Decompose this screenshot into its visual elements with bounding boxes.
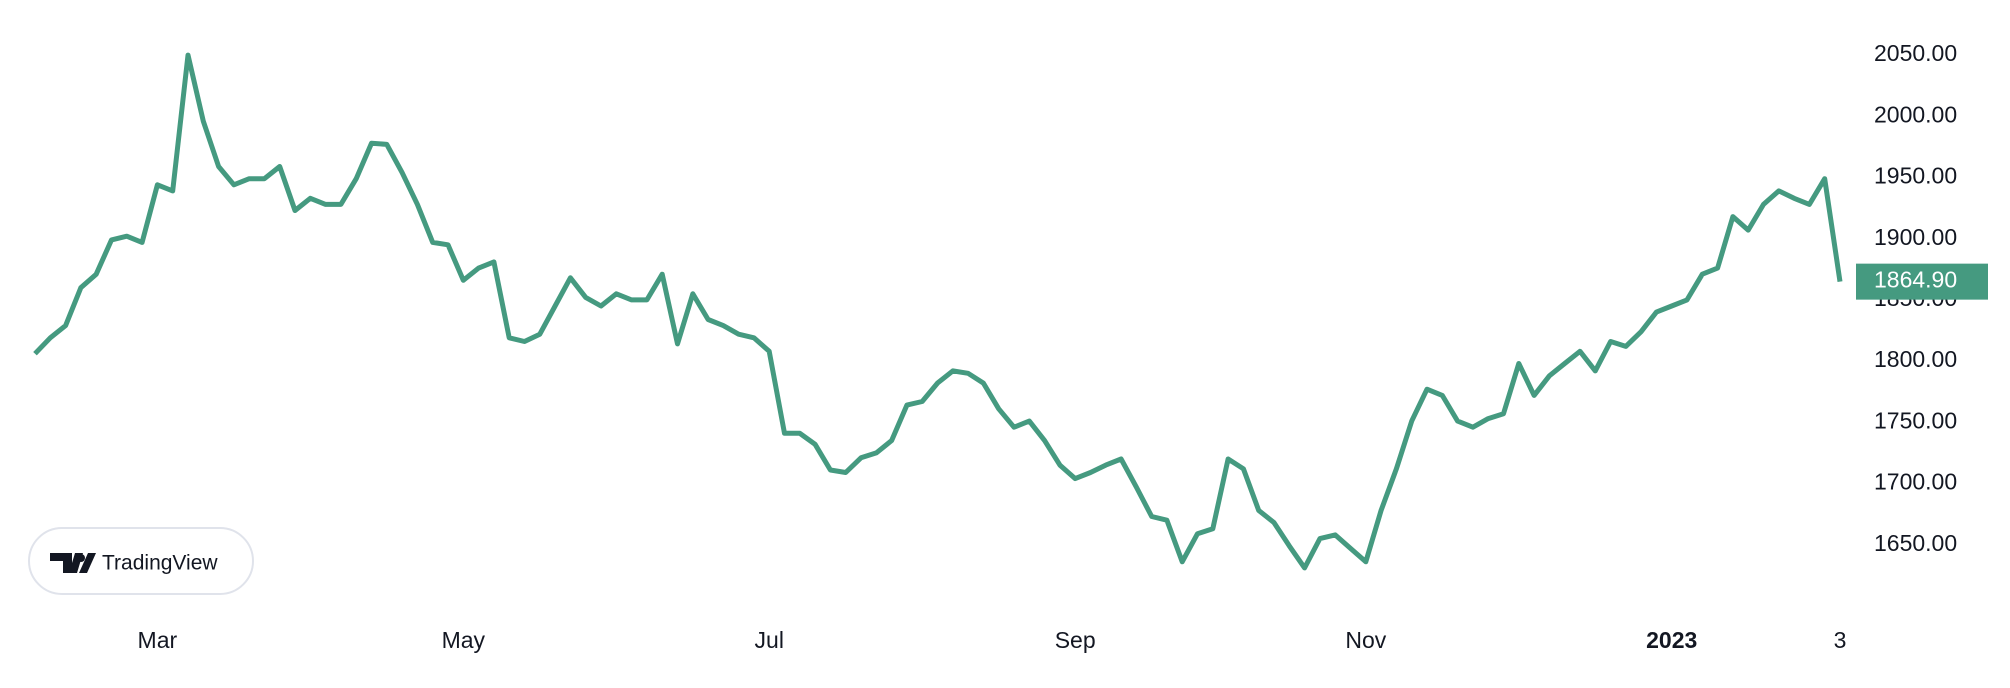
badge-logo-a xyxy=(50,553,83,573)
badge-logo-dot xyxy=(77,554,85,562)
x-tick-label: 3 xyxy=(1834,627,1847,653)
price-line xyxy=(33,52,1843,571)
badge-background xyxy=(28,527,254,595)
x-tick-label: Sep xyxy=(1055,627,1096,653)
y-tick-label: 1700.00 xyxy=(1874,469,1957,495)
x-tick-label: May xyxy=(442,627,486,653)
x-tick-label: 2023 xyxy=(1646,627,1697,653)
price-tag xyxy=(1856,263,1988,300)
x-tick-label: Nov xyxy=(1345,627,1386,653)
y-tick-label: 1950.00 xyxy=(1874,163,1957,189)
watermark-text: TradingView xyxy=(102,552,218,575)
y-tick-label: 1650.00 xyxy=(1874,530,1957,556)
watermark-badge: TradingView xyxy=(28,527,254,595)
y-tick-label: 2050.00 xyxy=(1874,40,1957,66)
y-tick-label: 1900.00 xyxy=(1874,224,1957,250)
price-tag-label: 1864.90 xyxy=(1874,267,1957,293)
y-tick-label: 1750.00 xyxy=(1874,407,1957,433)
y-tick-label: 2000.00 xyxy=(1874,101,1957,127)
badge-logo-b xyxy=(79,553,96,573)
y-tick-label: 1800.00 xyxy=(1874,346,1957,372)
x-tick-label: Mar xyxy=(138,627,178,653)
x-tick-label: Jul xyxy=(755,627,784,653)
